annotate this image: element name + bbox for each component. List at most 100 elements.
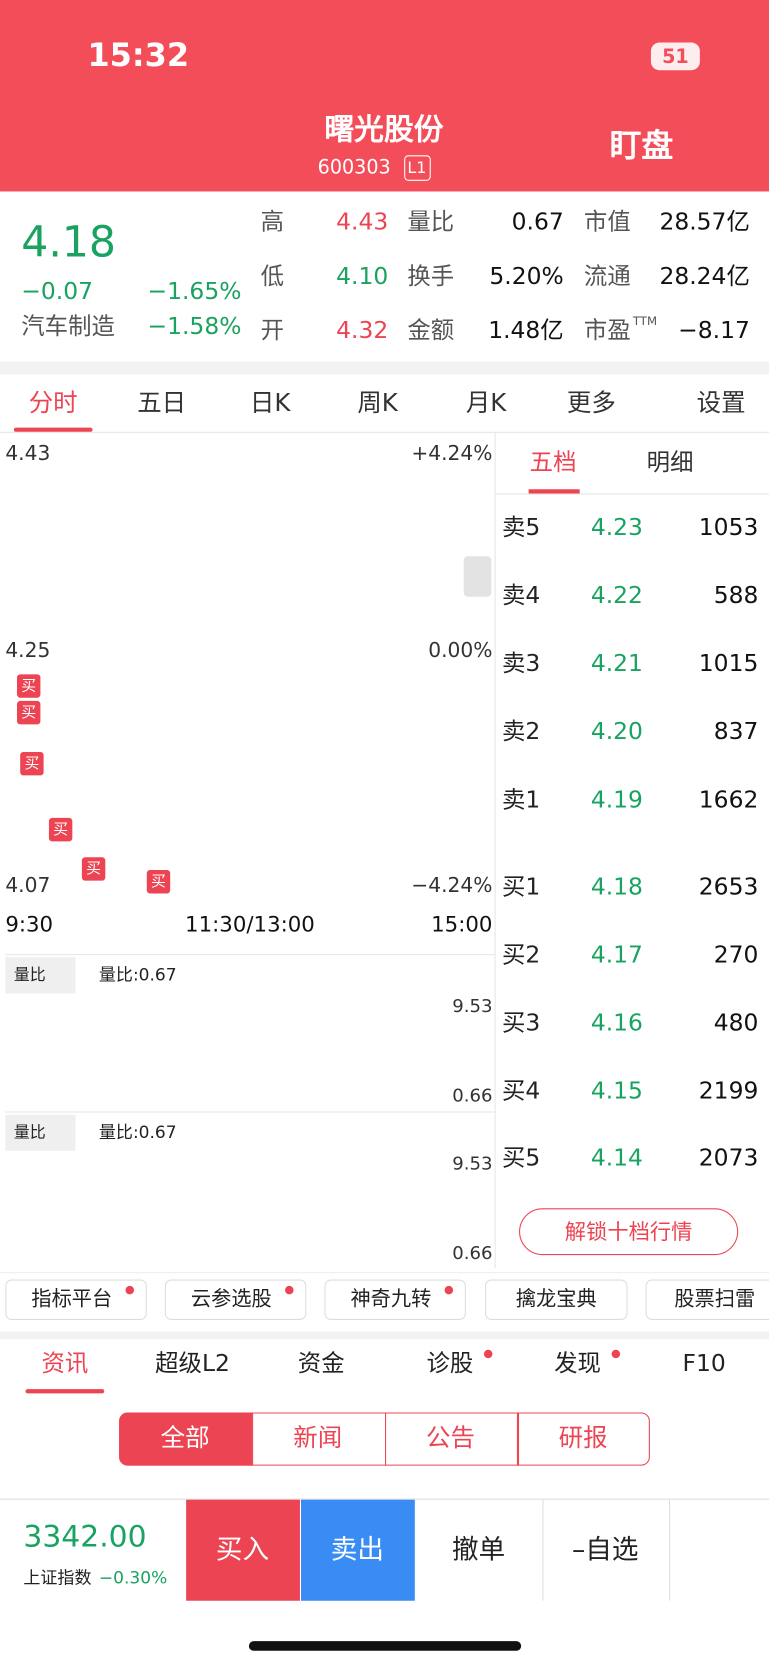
- book-tab[interactable]: 五档: [529, 449, 577, 477]
- price: 4.18: [21, 218, 117, 267]
- action-button[interactable]: 买入: [215, 1534, 270, 1566]
- book-price: 4.18: [590, 874, 643, 901]
- buy-signal-bg: [81, 857, 106, 881]
- tool-label[interactable]: 云参选股: [190, 1287, 272, 1311]
- tool-button[interactable]: [485, 1279, 628, 1320]
- chart-split: [494, 432, 496, 1268]
- panel-label: 量比:0.67: [98, 1122, 177, 1143]
- watch-button[interactable]: 盯盘: [609, 127, 674, 165]
- news-tab[interactable]: F10: [682, 1350, 726, 1378]
- tool-label[interactable]: 神奇九转: [350, 1287, 432, 1311]
- news-filter[interactable]: 研报: [558, 1424, 608, 1453]
- buy-signal: 买: [21, 704, 37, 722]
- book-label: 买2: [502, 942, 541, 969]
- panel-line: [5, 1111, 495, 1113]
- stat-label-sup: TTM: [632, 314, 658, 329]
- period-tab[interactable]: 五日: [137, 389, 187, 418]
- news-tab[interactable]: 资讯: [41, 1350, 89, 1378]
- buy-button[interactable]: [186, 1499, 300, 1601]
- buy-signal-bg: [146, 870, 171, 894]
- y-tick-label: 9.53: [452, 1153, 493, 1175]
- x-label: 9:30: [5, 911, 54, 938]
- stat-label: 金额: [407, 318, 455, 345]
- book-volume: 1015: [698, 650, 759, 678]
- next-arrow: [463, 556, 492, 597]
- period-tab[interactable]: 周K: [357, 389, 398, 418]
- buy-signal: 买: [53, 821, 69, 839]
- buy-signal-bg: [20, 751, 44, 776]
- book-label: 买1: [502, 874, 541, 901]
- book-price: 4.22: [590, 582, 643, 610]
- selector-bg[interactable]: [5, 1114, 76, 1151]
- action-button[interactable]: –自选: [571, 1534, 639, 1566]
- y-tick-label: 0.66: [452, 1242, 493, 1265]
- stat-label: 换手: [407, 263, 455, 291]
- x-label: 11:30/13:00: [185, 911, 315, 938]
- period-tab[interactable]: 月K: [465, 389, 507, 418]
- stock-code: 600303: [317, 156, 391, 179]
- buy-signal-bg: [48, 817, 73, 842]
- bottom-sep: [669, 1499, 671, 1601]
- tool-button[interactable]: [324, 1279, 466, 1320]
- divider: [0, 361, 769, 375]
- book-price: 4.14: [590, 1145, 643, 1173]
- book-volume: 1662: [698, 787, 759, 814]
- stat-label: 低: [260, 263, 285, 291]
- sell-button[interactable]: [301, 1499, 415, 1601]
- change: −0.07: [21, 278, 93, 306]
- stat-label: 开: [260, 318, 285, 345]
- action-button[interactable]: 撤单: [452, 1534, 506, 1566]
- news-tab[interactable]: 资金: [297, 1350, 345, 1378]
- book-price: 4.17: [590, 942, 643, 969]
- buy-signal: 买: [21, 677, 37, 695]
- y-tick-label: 4.25: [5, 638, 51, 663]
- book-label: 买5: [502, 1145, 541, 1173]
- book-tab[interactable]: 明细: [646, 449, 694, 477]
- news-tab[interactable]: 超级L2: [155, 1350, 230, 1378]
- selector-bg[interactable]: [5, 957, 76, 994]
- book-label: 卖2: [502, 719, 541, 746]
- level-box: [404, 155, 431, 181]
- level: L1: [407, 157, 427, 178]
- tool-label[interactable]: 指标平台: [31, 1287, 113, 1311]
- news-filter[interactable]: 公告: [425, 1424, 475, 1453]
- stat-label: 市盈: [583, 318, 631, 345]
- stat-value: 5.20%: [489, 263, 564, 291]
- unlock-label[interactable]: 解锁十档行情: [564, 1218, 693, 1245]
- period-tab[interactable]: 日K: [249, 389, 291, 418]
- unlock-button[interactable]: [519, 1208, 739, 1256]
- y-tick-label: 4.43: [5, 441, 51, 466]
- period-tab[interactable]: 分时: [28, 389, 78, 418]
- tool-button[interactable]: [164, 1279, 307, 1320]
- status-time: 15:32: [87, 37, 190, 75]
- tab-underline: [13, 427, 93, 432]
- buy-signal-bg: [17, 674, 41, 698]
- book-tab-underline: [528, 489, 580, 494]
- selector: 量比: [13, 1122, 46, 1142]
- buy-signal-bg: [17, 700, 41, 725]
- book-label: 卖1: [502, 787, 541, 814]
- news-tab[interactable]: 诊股: [426, 1350, 474, 1378]
- period-tab[interactable]: 设置: [696, 389, 746, 418]
- book-volume: 480: [713, 1010, 759, 1038]
- bottom-line: [0, 1498, 769, 1500]
- news-tab[interactable]: 发现: [554, 1350, 601, 1378]
- book-tab-line: [495, 493, 769, 495]
- action-button[interactable]: 卖出: [330, 1534, 384, 1566]
- tool-label[interactable]: 擒龙宝典: [515, 1287, 597, 1311]
- news-filter[interactable]: 全部: [160, 1424, 210, 1453]
- tool-button[interactable]: [645, 1279, 769, 1320]
- header-bg: [0, 0, 769, 192]
- book-volume: 270: [713, 942, 759, 969]
- news-filter[interactable]: 新闻: [293, 1424, 343, 1453]
- index-value: 3342.00: [23, 1518, 147, 1554]
- book-price: 4.15: [590, 1078, 643, 1106]
- stat-value: 28.24亿: [659, 263, 750, 291]
- tool-button[interactable]: [5, 1279, 147, 1320]
- period-tab[interactable]: 更多: [566, 389, 616, 418]
- stat-value: 4.10: [336, 263, 389, 291]
- title: 曙光股份: [324, 111, 444, 147]
- pct-label: −4.24%: [411, 873, 493, 898]
- tool-label[interactable]: 股票扫雷: [674, 1287, 756, 1311]
